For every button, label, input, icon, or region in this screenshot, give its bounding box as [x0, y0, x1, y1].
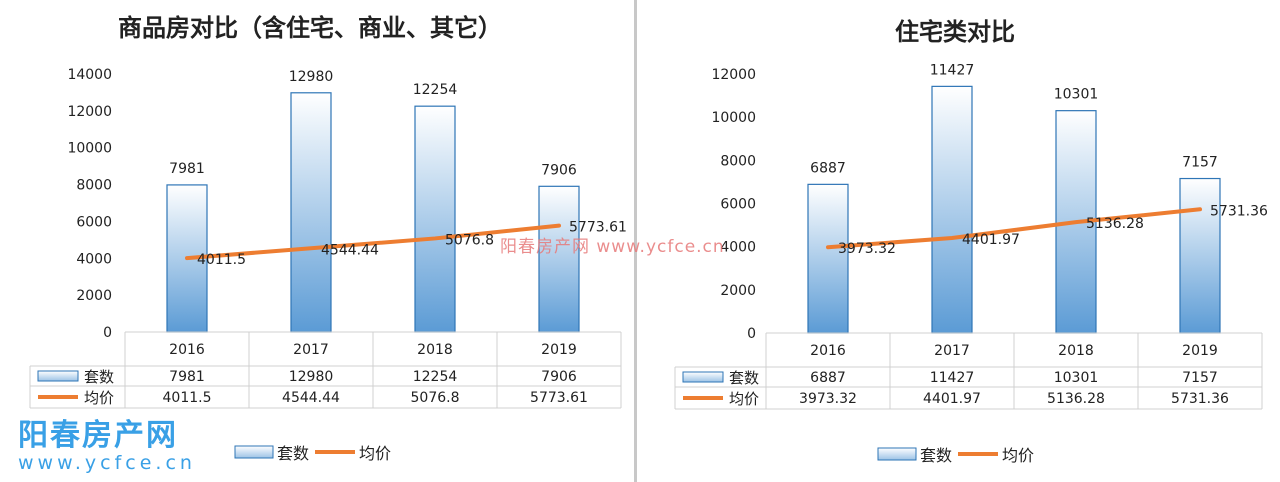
bar-data-label: 12254 — [413, 82, 458, 98]
y-tick-label: 6000 — [76, 214, 112, 230]
bar — [931, 85, 973, 334]
y-tick-label: 12000 — [67, 104, 112, 120]
bar-data-label: 12980 — [289, 69, 334, 85]
table-cell: 7906 — [541, 369, 577, 385]
x-category-label: 2019 — [1182, 343, 1218, 359]
bar-data-label: 11427 — [930, 62, 975, 78]
bar — [538, 185, 580, 333]
table-row-header: 套数 — [84, 368, 114, 386]
legend-label: 均价 — [1002, 446, 1034, 465]
table-cell: 5136.28 — [1047, 391, 1105, 407]
chart-title: 商品房对比（含住宅、商业、其它） — [118, 13, 502, 42]
table-legend-bar-icon — [37, 370, 79, 382]
line-series — [185, 223, 561, 261]
bar-data-label: 7157 — [1182, 155, 1218, 171]
table-cell: 5731.36 — [1171, 391, 1229, 407]
watermark-logo-name: 阳春房产网 — [18, 418, 178, 453]
legend-bar-icon — [234, 445, 274, 459]
table-cell: 5076.8 — [411, 390, 460, 406]
y-tick-label: 8000 — [720, 153, 756, 169]
y-tick-label: 0 — [747, 326, 756, 342]
table-cell: 5773.61 — [530, 390, 588, 406]
x-category-label: 2017 — [934, 343, 970, 359]
bar-data-label: 7906 — [541, 162, 577, 178]
y-tick-label: 2000 — [720, 283, 756, 299]
table-row-header: 均价 — [729, 390, 759, 408]
bar — [414, 105, 456, 333]
line-data-label: 5773.61 — [569, 220, 627, 236]
table-cell: 4401.97 — [923, 391, 981, 407]
x-category-label: 2016 — [169, 342, 205, 358]
table-row-header: 均价 — [84, 389, 114, 407]
y-tick-label: 10000 — [67, 141, 112, 157]
watermark-logo-url: www.ycfce.cn — [18, 452, 196, 474]
bar-data-label: 7981 — [169, 161, 205, 177]
y-tick-label: 14000 — [67, 67, 112, 83]
x-category-label: 2019 — [541, 342, 577, 358]
line-data-label: 3973.32 — [838, 241, 896, 257]
legend-bar-icon — [877, 447, 917, 461]
bar — [807, 183, 849, 334]
x-category-label: 2018 — [1058, 343, 1094, 359]
table-cell: 6887 — [810, 370, 846, 386]
chart-title: 住宅类对比 — [895, 17, 1015, 46]
x-category-label: 2018 — [417, 342, 453, 358]
line-data-label: 4544.44 — [321, 242, 379, 258]
y-tick-label: 12000 — [711, 67, 756, 83]
table-cell: 11427 — [930, 370, 975, 386]
line-data-label: 5731.36 — [1210, 203, 1268, 219]
bar-data-label: 6887 — [810, 160, 846, 176]
watermark-logo: 阳春房产网 www.ycfce.cn — [18, 410, 196, 474]
y-tick-label: 0 — [103, 325, 112, 341]
line-data-label: 5136.28 — [1086, 216, 1144, 232]
x-category-label: 2016 — [810, 343, 846, 359]
table-cell: 12254 — [413, 369, 458, 385]
table-cell: 3973.32 — [799, 391, 857, 407]
table-cell: 4011.5 — [163, 390, 212, 406]
y-tick-label: 2000 — [76, 288, 112, 304]
table-cell: 4544.44 — [282, 390, 340, 406]
watermark-text: 阳春房产网 www.ycfce.cn — [500, 237, 725, 257]
table-cell: 10301 — [1054, 370, 1099, 386]
legend-label: 套数 — [277, 444, 309, 463]
panel-divider — [634, 0, 637, 482]
y-tick-label: 4000 — [720, 240, 756, 256]
line-data-label: 4011.5 — [197, 252, 246, 268]
y-tick-label: 8000 — [76, 178, 112, 194]
y-tick-label: 10000 — [711, 110, 756, 126]
table-cell: 7981 — [169, 369, 205, 385]
table-cell: 12980 — [289, 369, 334, 385]
legend-label: 套数 — [920, 446, 952, 465]
line-series — [826, 207, 1202, 250]
y-tick-label: 4000 — [76, 251, 112, 267]
line-data-label: 4401.97 — [962, 232, 1020, 248]
table-cell: 7157 — [1182, 370, 1218, 386]
line-data-label: 5076.8 — [445, 232, 494, 248]
table-legend-bar-icon — [682, 371, 724, 383]
table-row-header: 套数 — [729, 369, 759, 387]
bar-data-label: 10301 — [1054, 87, 1099, 103]
bar — [1179, 177, 1221, 334]
x-category-label: 2017 — [293, 342, 329, 358]
bar — [290, 92, 332, 333]
legend-label: 均价 — [359, 444, 391, 463]
y-tick-label: 6000 — [720, 197, 756, 213]
